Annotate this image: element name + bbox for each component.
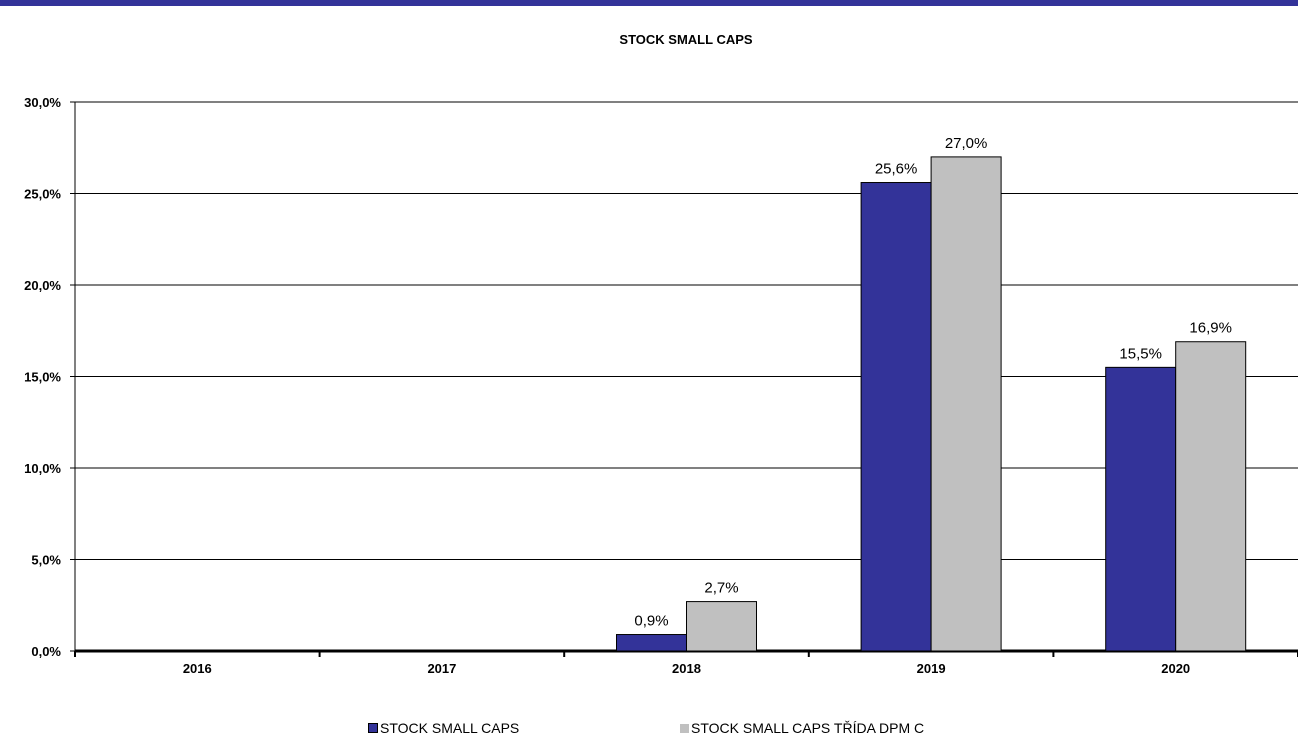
data-label: 0,9% bbox=[634, 613, 668, 630]
bar bbox=[616, 634, 687, 652]
x-tick-label: 2019 bbox=[917, 661, 946, 676]
bar bbox=[930, 156, 1002, 652]
legend-swatch-series-2 bbox=[680, 723, 689, 733]
gridlines bbox=[75, 101, 1298, 560]
chart-title: STOCK SMALL CAPS bbox=[619, 32, 753, 47]
y-axis: 0,0% 5,0% 10,0% 15,0% 20,0% 25,0% 30,0% bbox=[24, 95, 76, 659]
y-tick-label: 25,0% bbox=[24, 187, 61, 202]
data-label: 16,9% bbox=[1189, 320, 1232, 337]
legend-label-series-1: STOCK SMALL CAPS bbox=[380, 720, 520, 736]
bar bbox=[1175, 341, 1247, 652]
data-label: 15,5% bbox=[1119, 345, 1162, 362]
data-label: 27,0% bbox=[945, 135, 988, 152]
top-band bbox=[0, 0, 1298, 6]
x-tick-label: 2018 bbox=[672, 661, 701, 676]
legend-item-series-2: STOCK SMALL CAPS TŘÍDA DPM C bbox=[680, 720, 924, 736]
x-tick-label: 2016 bbox=[183, 661, 212, 676]
y-tick-label: 0,0% bbox=[31, 644, 61, 659]
y-tick-label: 20,0% bbox=[24, 278, 61, 293]
bar bbox=[860, 182, 932, 652]
y-tick-label: 30,0% bbox=[24, 95, 61, 110]
y-tick-label: 10,0% bbox=[24, 461, 61, 476]
y-tick-label: 5,0% bbox=[31, 553, 61, 568]
legend-item-series-1: STOCK SMALL CAPS bbox=[368, 720, 519, 736]
bar bbox=[1105, 366, 1177, 652]
legend-swatch-series-1 bbox=[368, 723, 378, 733]
bars bbox=[616, 156, 1247, 652]
x-tick-label: 2020 bbox=[1161, 661, 1190, 676]
y-tick-label: 15,0% bbox=[24, 370, 61, 385]
legend: STOCK SMALL CAPS STOCK SMALL CAPS TŘÍDA … bbox=[0, 720, 1298, 738]
bar bbox=[686, 601, 757, 652]
data-label: 2,7% bbox=[704, 580, 738, 597]
data-labels: 0,9% 2,7% 25,6% 27,0% 15,5% 16,9% bbox=[634, 135, 1232, 630]
legend-label-series-2: STOCK SMALL CAPS TŘÍDA DPM C bbox=[691, 720, 925, 736]
data-label: 25,6% bbox=[875, 161, 918, 178]
x-axis: 2016 2017 2018 2019 2020 bbox=[74, 649, 1298, 676]
x-tick-label: 2017 bbox=[427, 661, 456, 676]
